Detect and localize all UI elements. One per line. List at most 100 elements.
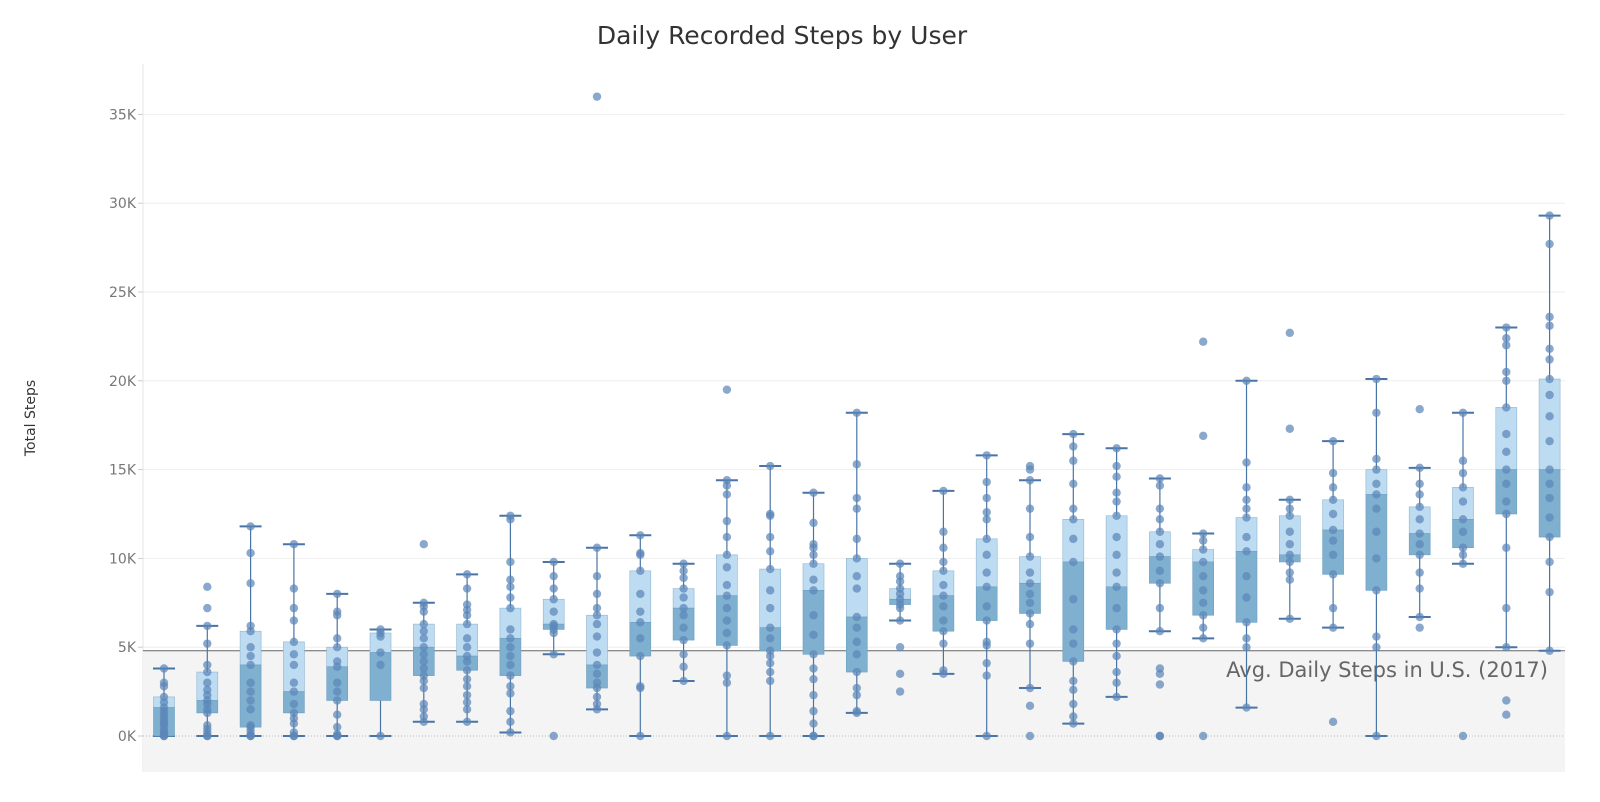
data-point bbox=[1242, 547, 1251, 556]
data-point bbox=[333, 634, 342, 643]
data-point bbox=[203, 621, 212, 631]
data-point bbox=[1502, 376, 1511, 385]
data-point bbox=[333, 710, 342, 719]
data-point bbox=[722, 731, 732, 741]
data-point bbox=[1545, 513, 1554, 522]
data-point bbox=[1502, 465, 1511, 474]
data-point bbox=[1112, 511, 1121, 520]
data-point bbox=[1199, 571, 1208, 581]
data-point bbox=[1242, 571, 1251, 581]
data-point bbox=[1199, 536, 1208, 545]
data-point bbox=[722, 385, 732, 394]
data-point bbox=[1069, 699, 1078, 709]
data-point bbox=[766, 658, 775, 668]
data-point bbox=[1415, 515, 1424, 524]
data-point bbox=[592, 589, 602, 599]
data-point bbox=[1025, 731, 1035, 741]
data-point bbox=[419, 699, 428, 709]
y-tick-label: 15K bbox=[109, 463, 137, 479]
y-tick-label: 5K bbox=[118, 640, 137, 656]
box-lower bbox=[239, 664, 262, 728]
data-point bbox=[1328, 483, 1338, 492]
data-point bbox=[462, 717, 472, 726]
data-point bbox=[852, 584, 861, 593]
data-point bbox=[419, 712, 428, 721]
data-point bbox=[1502, 479, 1511, 489]
data-point bbox=[289, 699, 299, 709]
data-point bbox=[1285, 328, 1295, 338]
data-point bbox=[636, 651, 645, 661]
data-point bbox=[1285, 568, 1295, 577]
data-point bbox=[159, 678, 169, 687]
data-point bbox=[809, 575, 818, 584]
data-point bbox=[1069, 429, 1078, 439]
data-point bbox=[852, 554, 861, 563]
data-point bbox=[1458, 543, 1468, 552]
data-point bbox=[1415, 568, 1424, 577]
data-point bbox=[1458, 483, 1468, 492]
data-point bbox=[852, 650, 861, 659]
data-point bbox=[203, 582, 212, 592]
data-point bbox=[462, 600, 472, 609]
data-point bbox=[1242, 532, 1251, 542]
data-point bbox=[852, 683, 861, 693]
data-point bbox=[722, 532, 732, 542]
data-point bbox=[679, 623, 688, 632]
box-upper bbox=[975, 538, 998, 588]
data-point bbox=[333, 589, 342, 599]
data-point bbox=[333, 678, 342, 687]
data-point bbox=[1112, 488, 1121, 497]
data-point bbox=[1285, 539, 1295, 549]
data-point bbox=[419, 657, 428, 666]
y-tick-label: 30K bbox=[109, 196, 137, 212]
data-point bbox=[289, 687, 299, 696]
data-point bbox=[1112, 497, 1121, 506]
data-point bbox=[1112, 582, 1121, 592]
data-point bbox=[506, 706, 515, 716]
data-point bbox=[333, 696, 342, 705]
data-point bbox=[982, 508, 991, 517]
data-point bbox=[636, 566, 645, 576]
data-point bbox=[1285, 557, 1295, 567]
data-point bbox=[636, 531, 645, 540]
data-point bbox=[852, 460, 861, 469]
data-point bbox=[809, 706, 818, 716]
data-point bbox=[506, 593, 515, 602]
data-point bbox=[1328, 550, 1338, 560]
data-point bbox=[1025, 619, 1035, 629]
data-point bbox=[1025, 504, 1035, 513]
data-point bbox=[333, 687, 342, 696]
data-point bbox=[766, 731, 775, 741]
data-point bbox=[506, 603, 515, 613]
data-point bbox=[852, 706, 861, 716]
data-point bbox=[982, 637, 991, 647]
data-point bbox=[1372, 643, 1381, 652]
data-point bbox=[1372, 504, 1381, 513]
data-point bbox=[722, 671, 732, 680]
data-point bbox=[462, 682, 472, 691]
data-point bbox=[1112, 461, 1121, 471]
data-point bbox=[1069, 504, 1078, 513]
data-point bbox=[1025, 476, 1035, 485]
data-point bbox=[1112, 532, 1121, 542]
data-point bbox=[1155, 579, 1165, 588]
data-point bbox=[419, 539, 428, 549]
data-point bbox=[982, 477, 991, 487]
data-point bbox=[246, 643, 255, 652]
data-point bbox=[636, 634, 645, 643]
data-point bbox=[982, 582, 991, 592]
data-point bbox=[1112, 603, 1121, 613]
data-point bbox=[1545, 374, 1554, 384]
box-lower bbox=[1495, 469, 1518, 515]
data-point bbox=[1155, 481, 1165, 490]
data-point bbox=[1069, 557, 1078, 567]
data-point bbox=[246, 705, 255, 714]
data-point bbox=[1285, 424, 1295, 433]
data-point bbox=[1112, 568, 1121, 577]
data-point bbox=[1025, 461, 1035, 471]
data-point bbox=[1155, 664, 1165, 673]
reference-line-label: Avg. Daily Steps in U.S. (2017) bbox=[1226, 658, 1548, 682]
data-point bbox=[333, 730, 342, 739]
data-point bbox=[506, 625, 515, 634]
